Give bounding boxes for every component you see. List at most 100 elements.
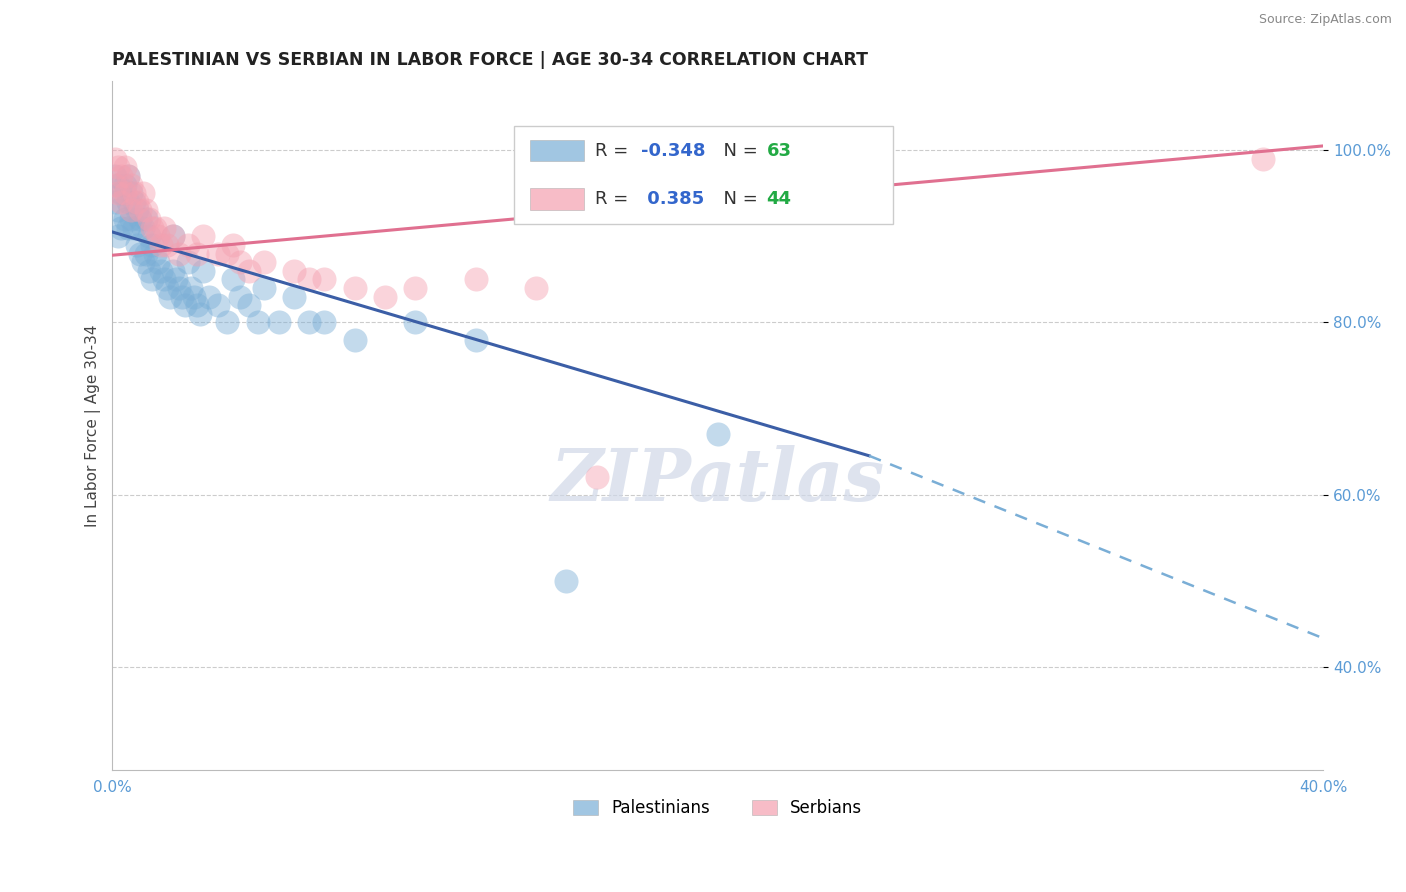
Point: [156, 238, 179, 252]
Point: [222, 238, 245, 252]
Point: [343, 281, 366, 295]
Point: [107, 161, 129, 175]
Point: [217, 246, 239, 260]
Point: [167, 281, 190, 295]
Point: [131, 220, 153, 235]
Point: [177, 255, 200, 269]
Point: [135, 203, 157, 218]
Point: [524, 281, 547, 295]
Point: [114, 212, 136, 227]
Text: ZIPatlas: ZIPatlas: [551, 445, 884, 516]
Point: [170, 289, 193, 303]
Point: [131, 255, 153, 269]
Point: [122, 220, 145, 235]
Point: [162, 229, 184, 244]
Point: [555, 574, 578, 588]
Text: 44: 44: [766, 190, 792, 208]
Point: [343, 333, 366, 347]
Point: [110, 194, 132, 209]
Point: [183, 289, 205, 303]
Point: [186, 246, 208, 260]
Point: [114, 178, 136, 192]
Point: [128, 203, 150, 218]
Point: [314, 272, 336, 286]
Point: [238, 298, 260, 312]
Point: [585, 470, 607, 484]
Point: [177, 238, 200, 252]
Point: [374, 289, 396, 303]
Point: [198, 289, 221, 303]
Point: [120, 178, 142, 192]
Text: 0.385: 0.385: [641, 190, 704, 208]
Text: 63: 63: [766, 142, 792, 160]
Point: [125, 194, 148, 209]
Point: [180, 281, 202, 295]
Point: [104, 194, 127, 209]
Point: [110, 186, 132, 201]
Point: [104, 169, 127, 183]
Point: [107, 229, 129, 244]
Point: [141, 272, 163, 286]
Point: [143, 220, 166, 235]
Point: [267, 315, 290, 329]
Point: [186, 298, 208, 312]
Point: [228, 289, 250, 303]
Point: [162, 264, 184, 278]
Point: [207, 298, 229, 312]
Y-axis label: In Labor Force | Age 30-34: In Labor Force | Age 30-34: [86, 325, 101, 527]
Point: [146, 229, 169, 244]
Point: [107, 203, 129, 218]
Point: [228, 255, 250, 269]
Point: [135, 246, 157, 260]
Point: [162, 229, 184, 244]
Point: [404, 315, 426, 329]
Point: [188, 307, 211, 321]
Point: [107, 186, 129, 201]
Point: [253, 281, 276, 295]
Point: [141, 220, 163, 235]
Point: [707, 427, 730, 442]
Point: [298, 315, 321, 329]
Point: [122, 186, 145, 201]
Point: [146, 255, 169, 269]
Point: [117, 169, 139, 183]
Point: [159, 289, 181, 303]
Point: [141, 238, 163, 252]
Point: [114, 161, 136, 175]
Point: [110, 169, 132, 183]
Point: [117, 194, 139, 209]
Point: [125, 203, 148, 218]
Text: -0.348: -0.348: [641, 142, 706, 160]
Point: [404, 281, 426, 295]
Point: [298, 272, 321, 286]
Point: [120, 212, 142, 227]
Point: [207, 246, 229, 260]
Point: [128, 212, 150, 227]
Point: [464, 333, 486, 347]
Point: [120, 203, 142, 218]
Point: [114, 186, 136, 201]
Point: [117, 169, 139, 183]
Point: [135, 212, 157, 227]
Point: [110, 220, 132, 235]
Point: [464, 272, 486, 286]
Point: [314, 315, 336, 329]
Text: Source: ZipAtlas.com: Source: ZipAtlas.com: [1258, 13, 1392, 27]
Point: [138, 264, 160, 278]
Point: [238, 264, 260, 278]
Point: [222, 272, 245, 286]
Point: [149, 238, 172, 252]
Point: [125, 238, 148, 252]
Text: N =: N =: [711, 142, 763, 160]
Point: [138, 212, 160, 227]
Point: [283, 289, 305, 303]
Point: [138, 229, 160, 244]
Point: [117, 220, 139, 235]
Point: [217, 315, 239, 329]
Text: N =: N =: [711, 190, 763, 208]
Point: [193, 229, 215, 244]
Point: [283, 264, 305, 278]
Point: [143, 246, 166, 260]
Legend: Palestinians, Serbians: Palestinians, Serbians: [567, 792, 869, 823]
Point: [1251, 152, 1274, 166]
